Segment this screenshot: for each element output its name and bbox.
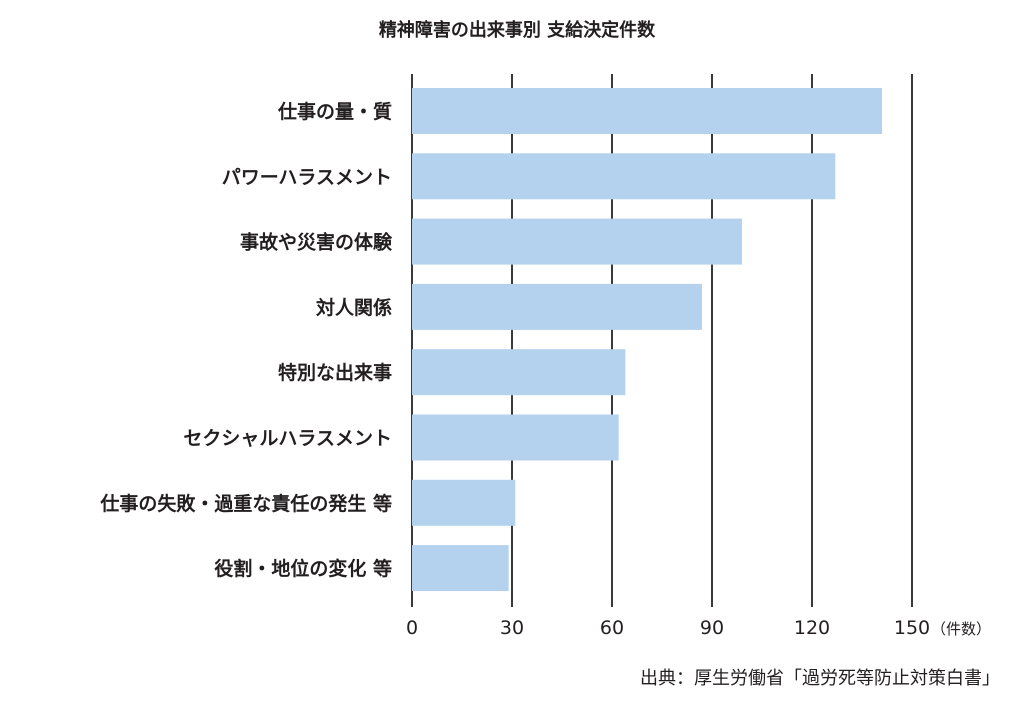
chart-title: 精神障害の出来事別 支給決定件数: [379, 19, 656, 41]
x-tick-labels: 0 30 60 90 120 150: [406, 617, 930, 639]
bar: [412, 414, 619, 461]
category-label: 事故や災害の体験: [240, 231, 393, 254]
bars: [412, 88, 882, 592]
category-label: 役割・地位の変化 等: [214, 557, 392, 580]
x-tick-label: 60: [600, 617, 624, 639]
x-tick-label: 0: [406, 617, 418, 639]
bar: [412, 153, 836, 200]
bar: [412, 88, 882, 134]
category-label: パワーハラスメント: [222, 166, 392, 188]
category-labels: 仕事の量・質パワーハラスメント事故や災害の体験対人関係特別な出来事セクシャルハラ…: [99, 100, 393, 580]
x-axis-unit-label: （件数）: [931, 620, 991, 638]
bar: [412, 545, 509, 592]
x-tick-label: 90: [700, 617, 724, 639]
bar: [412, 283, 702, 330]
x-tick-label: 150: [894, 617, 930, 639]
bar: [412, 349, 626, 396]
x-tick-label: 120: [794, 617, 830, 639]
category-label: 仕事の失敗・過重な責任の発生 等: [99, 492, 392, 515]
source-note: 出典：厚生労働省「過労死等防止対策白書」: [640, 668, 1000, 689]
category-label: 対人関係: [315, 296, 392, 319]
bar: [412, 218, 742, 265]
bar: [412, 479, 516, 526]
x-tick-label: 30: [500, 617, 524, 639]
category-label: 仕事の量・質: [277, 100, 392, 123]
category-label: セクシャルハラスメント: [183, 428, 392, 450]
category-label: 特別な出来事: [278, 361, 392, 384]
